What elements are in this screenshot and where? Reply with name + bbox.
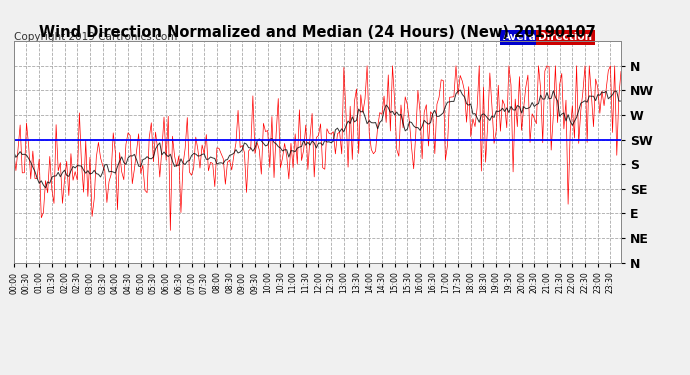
Title: Wind Direction Normalized and Median (24 Hours) (New) 20190107: Wind Direction Normalized and Median (24… xyxy=(39,25,595,40)
Text: Copyright 2019 Cartronics.com: Copyright 2019 Cartronics.com xyxy=(14,32,178,42)
Text: Average: Average xyxy=(503,32,551,42)
Text: Direction: Direction xyxy=(538,32,592,42)
